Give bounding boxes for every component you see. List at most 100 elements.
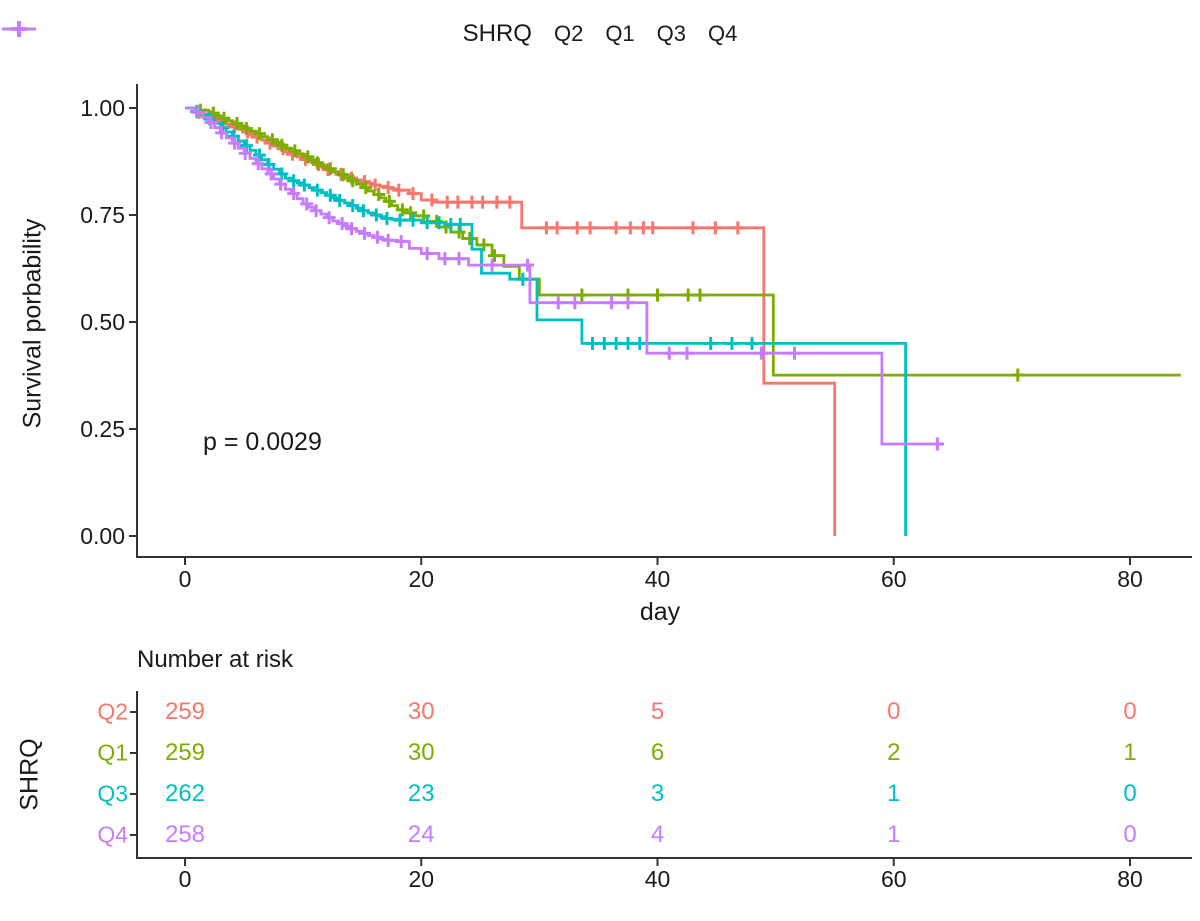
censor-mark-Q3 [420, 216, 434, 230]
censor-mark-Q1 [1011, 368, 1025, 382]
censor-mark-Q3 [597, 336, 611, 350]
x-tick-label: 60 [880, 566, 907, 592]
p-value-annotation: p = 0.0029 [203, 428, 322, 456]
risk-x-tick-label: 20 [408, 866, 435, 892]
censor-mark-Q3 [704, 336, 718, 350]
legend-item-label: Q4 [708, 21, 738, 46]
censor-mark-Q2 [570, 221, 584, 235]
censor-mark-Q4 [238, 146, 252, 160]
censor-mark-Q2 [550, 221, 564, 235]
risk-x-tick-label: 60 [880, 866, 907, 892]
censor-mark-Q1 [487, 249, 501, 263]
censor-mark-Q2 [490, 195, 504, 209]
censor-mark-Q4 [452, 252, 466, 266]
censor-mark-Q4 [228, 136, 242, 150]
censor-mark-Q1 [346, 174, 360, 188]
km-curve-Q4 [185, 106, 938, 446]
legend-item-Q3: Q3 [2, 21, 687, 47]
legend-item-label: Q2 [553, 21, 584, 46]
risk-table-axis-label: SHRQ [15, 738, 44, 811]
censor-mark-Q1 [323, 162, 337, 176]
risk-x-tick-label: 40 [644, 866, 671, 892]
y-tick-label: 1.00 [80, 95, 125, 121]
censor-mark-Q1 [275, 138, 289, 152]
risk-count-Q2-day40: 5 [650, 698, 665, 725]
x-axis-title: day [639, 598, 681, 626]
legend-item-label: Q3 [656, 21, 687, 46]
censor-mark-Q1 [336, 168, 350, 182]
censor-mark-Q4 [788, 346, 802, 360]
y-axis-title: Survival porbability [18, 218, 47, 429]
censor-mark-Q4 [251, 157, 265, 171]
censor-mark-Q1 [693, 288, 707, 302]
censor-mark-Q1 [359, 181, 373, 195]
legend: SHRQ Q2 Q1 Q3 Q4 [0, 16, 1200, 52]
censor-mark-Q1 [382, 194, 396, 208]
y-tick-label: 0.50 [80, 309, 125, 335]
censor-mark-Q1 [230, 116, 244, 130]
risk-count-Q1-day60: 2 [887, 739, 901, 766]
censor-mark-Q2 [583, 221, 597, 235]
censor-mark-Q2 [451, 195, 465, 209]
censor-mark-Q3 [725, 336, 739, 350]
censor-mark-Q2 [623, 221, 637, 235]
censor-mark-Q2 [406, 187, 420, 201]
censor-mark-Q4 [215, 126, 229, 140]
censor-mark-Q4 [191, 105, 205, 119]
x-tick-label: 0 [178, 566, 192, 592]
censor-mark-Q3 [609, 336, 623, 350]
risk-row-label-Q3: Q3 [97, 780, 128, 807]
censor-mark-Q4 [358, 226, 372, 240]
censor-mark-Q2 [731, 221, 745, 235]
risk-x-tick-label: 80 [1117, 866, 1143, 892]
censor-mark-Q4 [371, 230, 385, 244]
censor-mark-Q4 [394, 235, 408, 249]
risk-count-Q3-day80: 0 [1123, 780, 1137, 807]
censor-mark-Q3 [745, 336, 759, 350]
censor-mark-Q1 [301, 150, 315, 164]
censor-mark-Q4 [521, 258, 535, 272]
risk-table-title: Number at risk [137, 646, 294, 673]
km-curve-Q1 [185, 106, 1181, 377]
censor-mark-Q2 [476, 195, 490, 209]
y-tick-label: 0.75 [80, 202, 125, 228]
x-tick-label: 40 [644, 566, 671, 592]
legend-item-label: Q1 [605, 21, 635, 46]
risk-count-Q3-day20: 23 [407, 780, 435, 807]
censor-mark-Q1 [575, 288, 589, 302]
censor-mark-Q3 [356, 204, 370, 218]
censor-mark-Q3 [380, 211, 394, 225]
censor-mark-Q2 [425, 193, 439, 207]
censor-mark-Q3 [346, 199, 360, 213]
risk-count-Q1-day40: 6 [650, 739, 665, 766]
risk-count-Q1-day80: 1 [1123, 739, 1137, 766]
risk-count-Q3-day0: 262 [164, 780, 206, 807]
censor-mark-Q4 [287, 187, 301, 201]
censor-mark-Q1 [651, 288, 664, 302]
risk-row-label-Q2: Q2 [97, 698, 128, 725]
risk-count-Q4-day40: 4 [650, 821, 665, 848]
censor-mark-Q4 [335, 217, 349, 231]
risk-row-label-Q1: Q1 [97, 739, 128, 766]
censor-mark-Q1 [372, 187, 386, 201]
censor-mark-Q3 [393, 213, 407, 227]
censor-mark-Q3 [310, 183, 324, 197]
censor-mark-Q4 [420, 247, 434, 261]
censor-mark-Q4 [621, 296, 635, 310]
risk-count-Q1-day20: 30 [407, 739, 435, 766]
censor-mark-Q3 [586, 336, 600, 350]
censor-mark-Q1 [463, 232, 477, 246]
legend-item-Q4: Q4 [2, 21, 738, 47]
censor-mark-Q1 [395, 203, 409, 217]
censor-mark-Q2 [368, 178, 382, 192]
censor-mark-Q2 [503, 195, 517, 209]
censor-mark-Q3 [369, 208, 383, 222]
censor-mark-Q4 [485, 258, 499, 272]
censor-mark-Q1 [252, 127, 266, 141]
risk-count-Q2-day20: 30 [407, 698, 435, 725]
censor-mark-Q1 [265, 133, 279, 147]
censor-mark-Q2 [686, 221, 700, 235]
risk-count-Q3-day40: 3 [650, 780, 665, 807]
